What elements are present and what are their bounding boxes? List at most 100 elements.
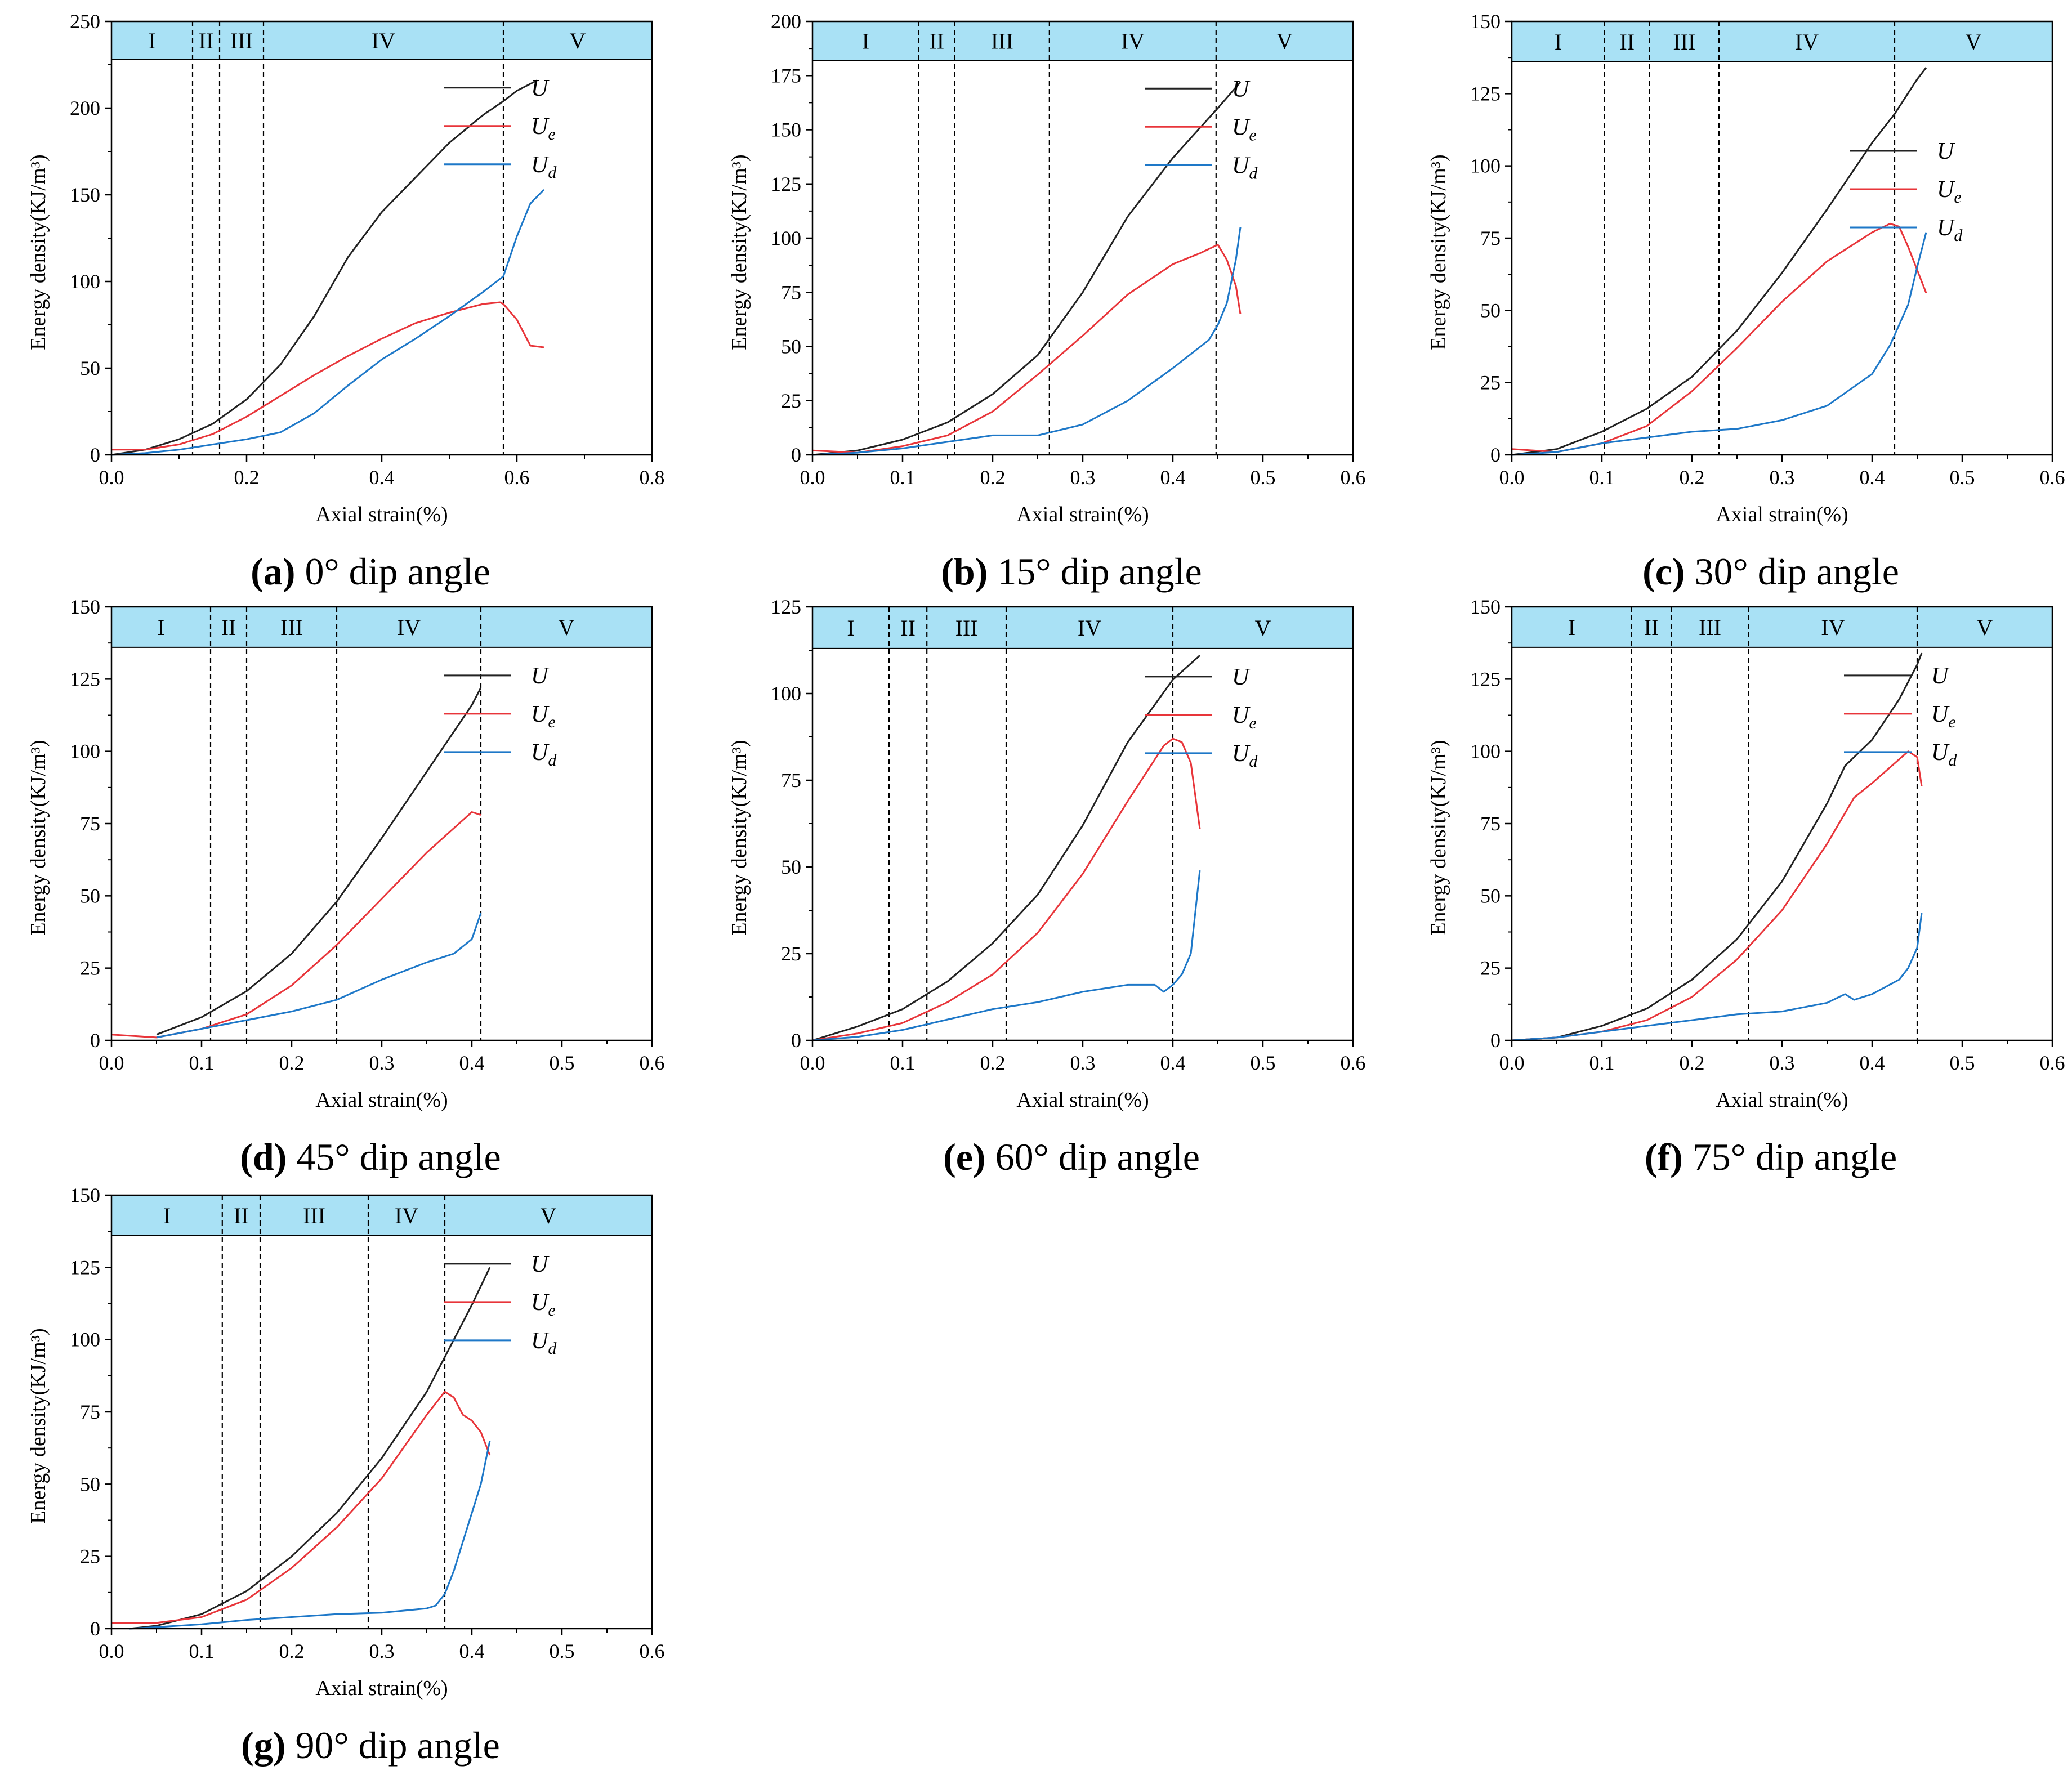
x-tick-label: 0.1	[1589, 466, 1615, 489]
series-line-ud	[111, 189, 545, 456]
phase-label: IV	[397, 615, 421, 640]
x-tick-label: 0.2	[1680, 466, 1705, 489]
x-tick-label: 0.2	[1680, 1052, 1705, 1074]
phase-label: III	[280, 615, 303, 640]
x-tick-label: 0.4	[1160, 1052, 1186, 1074]
y-tick-label: 0	[90, 444, 100, 466]
phase-band	[812, 607, 1353, 649]
y-tick-label: 100	[70, 1329, 100, 1351]
chart-panel-b: I II III IV V0.0 0.1 0.2 0.3 0.4 0.5 0.60255075100…	[727, 10, 1366, 593]
y-axis-title: Energy density(KJ/m³)	[1427, 740, 1450, 935]
phase-label: V	[1255, 615, 1271, 641]
x-tick-label: 0.4	[459, 1640, 485, 1662]
legend-label-ue: Ue	[1232, 703, 1257, 732]
y-axis-title: Energy density(KJ/m³)	[1427, 154, 1450, 350]
y-tick-label: 50	[80, 357, 100, 379]
x-tick-label: 0.0	[99, 1052, 124, 1074]
series-line-ue	[812, 244, 1242, 454]
series-line-ue	[111, 811, 481, 1039]
legend-label-ud: Ud	[531, 740, 557, 770]
y-tick-label: 50	[80, 884, 100, 907]
phase-band	[111, 1195, 652, 1236]
series-line-ue	[111, 301, 544, 451]
x-tick-label: 0.6	[2040, 466, 2065, 489]
legend-label-ue: Ue	[531, 1290, 556, 1320]
x-tick-label: 0.6	[1341, 1052, 1366, 1074]
legend-label-ud: Ud	[1232, 153, 1258, 182]
x-tick-label: 0.4	[1860, 1052, 1885, 1074]
series-line-u	[156, 687, 482, 1036]
x-tick-label: 0.2	[234, 466, 260, 489]
y-tick-label: 100	[1470, 155, 1501, 177]
x-tick-label: 0.4	[369, 466, 395, 489]
phase-label: I	[847, 615, 854, 641]
panel-caption: (g) 90° dip angle	[241, 1724, 500, 1767]
phase-band	[812, 21, 1353, 61]
x-axis-title: Axial strain(%)	[315, 503, 448, 526]
series-line-ud	[1511, 232, 1927, 456]
x-axis-title: Axial strain(%)	[315, 1676, 448, 1700]
legend-label-ud: Ud	[1931, 740, 1957, 770]
phase-label: IV	[1078, 615, 1101, 641]
plot-frame	[1511, 606, 2053, 1041]
y-tick-label: 150	[70, 1184, 100, 1206]
x-tick-label: 0.8	[640, 466, 665, 489]
y-tick-label: 25	[80, 1545, 100, 1568]
phase-band	[1512, 607, 2052, 647]
x-axis-title: Axial strain(%)	[1716, 503, 1848, 526]
y-tick-label: 250	[70, 10, 100, 33]
y-tick-label: 0	[90, 1029, 100, 1052]
y-tick-label: 75	[80, 812, 100, 835]
phase-label: II	[1619, 29, 1635, 55]
plot-frame	[811, 20, 1354, 456]
legend-label-ud: Ud	[531, 1328, 557, 1358]
x-tick-label: 0.3	[1770, 466, 1795, 489]
legend-label-ue: Ue	[1937, 177, 1962, 207]
x-tick-label: 0.0	[1499, 1052, 1525, 1074]
y-tick-label: 100	[771, 682, 801, 705]
series-line-u	[111, 79, 538, 456]
x-tick-label: 0.2	[980, 466, 1006, 489]
phase-label: II	[234, 1203, 249, 1228]
phase-label: IV	[372, 28, 395, 53]
x-axis-title: Axial strain(%)	[315, 1088, 448, 1112]
x-tick-label: 0.1	[189, 1640, 215, 1662]
x-tick-label: 0.3	[1070, 1052, 1096, 1074]
chart-panel-e: I II III IV V0.0 0.1 0.2 0.3 0.4 0.5 0.60255075100…	[727, 596, 1366, 1178]
y-tick-label: 200	[771, 10, 801, 33]
chart-panel-f: I II III IV V0.0 0.1 0.2 0.3 0.4 0.5 0.60255075100…	[1427, 596, 2065, 1178]
x-tick-label: 0.2	[279, 1052, 305, 1074]
legend-label-u: U	[1931, 663, 1950, 689]
y-tick-label: 75	[1480, 812, 1501, 835]
panel-caption: (c) 30° dip angle	[1642, 550, 1899, 593]
x-tick-label: 0.6	[1341, 466, 1366, 489]
x-tick-label: 0.5	[1251, 1052, 1276, 1074]
y-axis-title: Energy density(KJ/m³)	[26, 740, 50, 935]
series-line-u	[812, 655, 1201, 1041]
legend-label-ud: Ud	[531, 152, 557, 182]
legend-label-u: U	[531, 1251, 550, 1277]
y-tick-label: 175	[771, 64, 801, 87]
y-tick-label: 25	[1480, 957, 1501, 980]
y-tick-label: 125	[70, 1256, 100, 1278]
y-tick-label: 50	[781, 856, 801, 878]
phase-label: I	[148, 28, 155, 53]
x-tick-label: 0.6	[640, 1052, 665, 1074]
phase-band	[111, 21, 652, 60]
y-tick-label: 150	[771, 119, 801, 141]
phase-label: I	[862, 29, 869, 54]
chart-panel-g: I II III IV V0.0 0.1 0.2 0.3 0.4 0.5 0.60255075100…	[26, 1184, 665, 1767]
phase-label: V	[559, 615, 575, 640]
x-tick-label: 0.3	[369, 1640, 395, 1662]
y-tick-label: 50	[1480, 884, 1501, 907]
x-tick-label: 0.5	[1251, 466, 1276, 489]
phase-label: IV	[395, 1203, 418, 1228]
series-line-ue	[1511, 222, 1927, 453]
legend-label-ud: Ud	[1937, 215, 1963, 245]
series-line-u	[1511, 67, 1927, 456]
y-tick-label: 150	[70, 184, 100, 206]
y-axis-title: Energy density(KJ/m³)	[727, 154, 751, 350]
phase-label: I	[157, 615, 164, 640]
legend-label-ue: Ue	[1232, 114, 1257, 144]
